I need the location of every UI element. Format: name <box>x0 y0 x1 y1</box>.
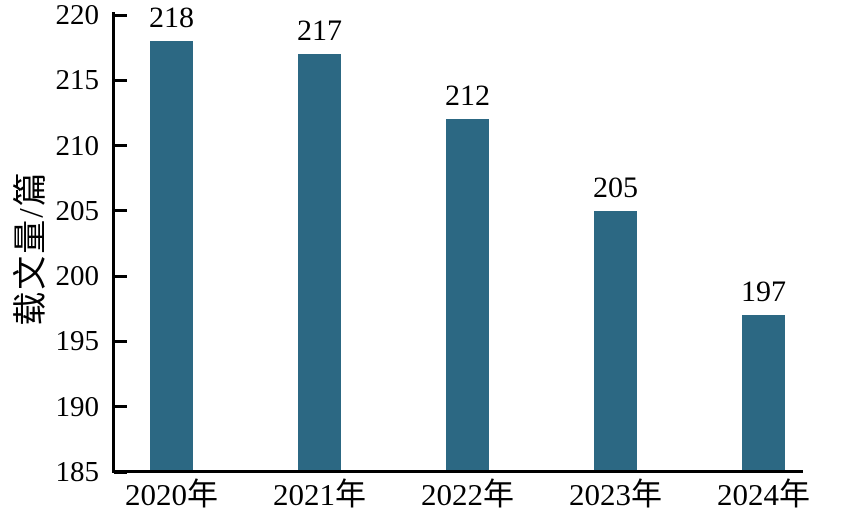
bar-value-label: 218 <box>149 1 194 35</box>
y-tick-mark <box>114 78 127 82</box>
y-tick-mark <box>114 405 127 409</box>
y-tick-mark <box>114 13 127 17</box>
bar-value-label: 205 <box>593 170 638 204</box>
bar-value-label: 212 <box>445 79 490 113</box>
y-tick-label: 210 <box>55 129 100 162</box>
y-tick-label: 185 <box>55 456 100 488</box>
y-tick-label: 200 <box>55 260 100 293</box>
x-tick-label: 2023年 <box>569 477 662 512</box>
bar-value-label: 197 <box>741 275 786 309</box>
y-tick-label: 195 <box>55 325 100 358</box>
x-tick-label: 2020年 <box>125 477 218 512</box>
x-tick-label: 2021年 <box>273 477 366 512</box>
x-tick-label: 2022年 <box>421 477 514 512</box>
bar-2020年 <box>150 41 193 472</box>
bar-2023年 <box>594 210 637 472</box>
y-tick-mark <box>114 339 127 343</box>
y-tick-label: 220 <box>55 0 100 31</box>
x-axis-line <box>112 470 803 473</box>
y-tick-mark <box>114 274 127 278</box>
y-tick-mark <box>114 209 127 213</box>
bar-2021年 <box>298 54 341 472</box>
bar-2024年 <box>742 315 785 472</box>
x-tick-label: 2024年 <box>717 477 810 512</box>
y-axis-line <box>112 12 115 473</box>
y-tick-label: 205 <box>55 194 100 227</box>
y-tick-mark <box>114 144 127 148</box>
bar-value-label: 217 <box>297 14 342 48</box>
y-tick-label: 215 <box>55 64 100 97</box>
bar-2022年 <box>446 119 489 472</box>
y-tick-label: 190 <box>55 390 100 423</box>
